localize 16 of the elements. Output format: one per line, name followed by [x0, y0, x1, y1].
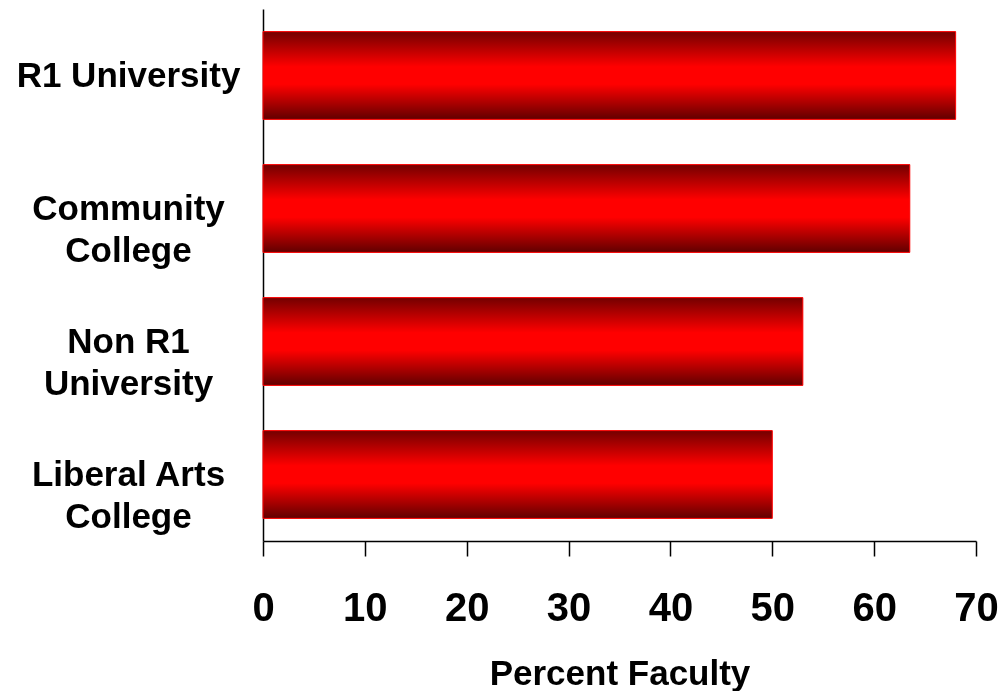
x-tick-label: 30	[546, 584, 592, 629]
x-tick-label: 70	[954, 584, 999, 629]
x-tick-label: 60	[852, 584, 897, 629]
x-tick-label: 40	[648, 584, 694, 629]
bar	[262, 31, 957, 120]
bar	[262, 164, 911, 253]
x-tick-label: 10	[343, 584, 388, 629]
x-tick-label: 0	[252, 584, 275, 629]
bar	[262, 297, 804, 386]
bar	[262, 430, 773, 519]
y-tick-label: Non R1 University	[43, 320, 214, 402]
y-tick-label: Community College	[32, 187, 226, 269]
y-tick-label: R1 University	[16, 54, 241, 94]
x-tick-label: 20	[444, 584, 490, 629]
x-tick-label: 50	[750, 584, 796, 629]
y-tick-label: Liberal Arts College	[31, 453, 226, 535]
